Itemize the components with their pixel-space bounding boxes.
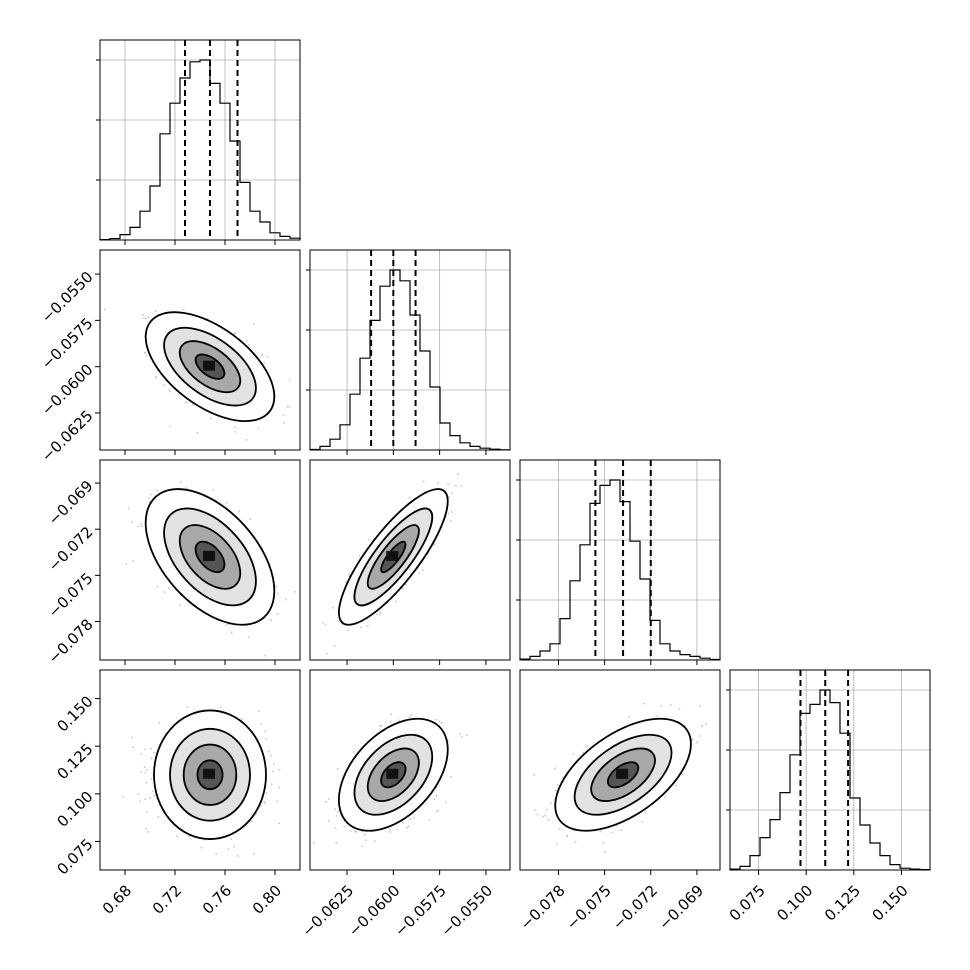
- y-tick-label-3-2: 0.125: [53, 740, 96, 783]
- y-tick-label-2-3: −0.069: [45, 477, 97, 529]
- density-peak: [386, 768, 399, 779]
- x-tick-label-2-3: −0.069: [655, 882, 707, 934]
- density-peak: [386, 550, 399, 561]
- density-peak: [203, 550, 215, 561]
- panel-frame: [519, 459, 721, 661]
- x-tick-label-2-0: −0.078: [517, 882, 569, 934]
- x-tick-label-2-1: −0.075: [563, 882, 615, 934]
- scatter-panel-1-0: [99, 249, 301, 451]
- histogram-step-1: [309, 269, 511, 451]
- panel-frame: [99, 39, 301, 241]
- histogram-panel-0: [96, 39, 301, 241]
- x-tick-label-3-0: 0.075: [726, 882, 769, 925]
- x-tick-label-0-3: 0.80: [249, 882, 285, 918]
- y-tick-label-2-0: −0.078: [45, 615, 97, 667]
- x-tick-label-0-1: 0.72: [149, 882, 185, 918]
- scatter-panel-2-1: [309, 459, 511, 661]
- scatter-panel-2-0: [99, 459, 301, 661]
- y-tick-label-3-0: 0.075: [53, 835, 96, 878]
- x-tick-label-3-3: 0.150: [869, 882, 912, 925]
- x-tick-label-1-3: −0.0550: [437, 882, 496, 941]
- scatter-panel-3-0: [99, 669, 301, 871]
- panel-frame: [309, 669, 511, 871]
- histogram-panel-3: [726, 669, 931, 871]
- y-tick-label-2-2: −0.072: [45, 523, 97, 575]
- x-tick-label-3-1: 0.100: [773, 882, 816, 925]
- panel-frame: [99, 459, 301, 661]
- histogram-step-2: [519, 479, 721, 661]
- panel-frame: [519, 669, 721, 871]
- histogram-panel-2: [516, 459, 721, 661]
- x-tick-label-2-2: −0.072: [609, 882, 661, 934]
- panel-frame: [729, 669, 931, 871]
- y-tick-label-3-1: 0.100: [53, 788, 96, 831]
- y-tick-label-1-3: −0.0550: [38, 268, 97, 327]
- panel-background: [310, 250, 510, 450]
- histogram-panel-1: [306, 249, 511, 451]
- x-tick-label-0-2: 0.76: [199, 882, 235, 918]
- panel-frame: [309, 459, 511, 661]
- scatter-panel-3-1: [309, 669, 511, 871]
- panel-frame: [99, 669, 301, 871]
- x-tick-label-0-0: 0.68: [99, 882, 135, 918]
- density-peak: [203, 360, 215, 371]
- panel-frame: [309, 249, 511, 451]
- panel-frame: [99, 249, 301, 451]
- density-peak: [616, 768, 629, 779]
- x-tick-label-3-2: 0.125: [821, 882, 864, 925]
- density-peak: [203, 768, 215, 779]
- y-tick-label-3-3: 0.150: [53, 692, 96, 735]
- y-tick-label-2-1: −0.075: [45, 569, 97, 621]
- panel-background: [100, 40, 300, 240]
- histogram-step-0: [99, 59, 301, 241]
- histogram-step-3: [729, 689, 931, 871]
- scatter-panel-3-2: [519, 669, 721, 871]
- panel-background: [730, 670, 930, 870]
